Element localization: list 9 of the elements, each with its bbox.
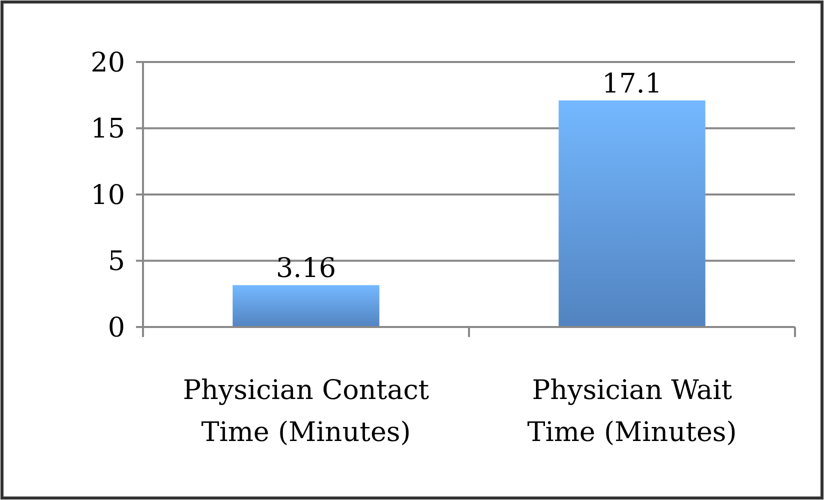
y-tick-label: 15 (90, 114, 125, 145)
y-tick-label: 10 (90, 180, 125, 211)
x-tick-label: Physician Wait Time (Minutes) (527, 375, 737, 448)
data-label: 17.1 (602, 68, 662, 100)
y-tick-label: 5 (108, 246, 125, 278)
x-tick-label: Physician Contact Time (Minutes) (182, 375, 430, 448)
y-tick-label: 0 (108, 312, 125, 344)
data-label: 3.16 (276, 253, 336, 284)
y-tick-label: 20 (90, 47, 125, 78)
